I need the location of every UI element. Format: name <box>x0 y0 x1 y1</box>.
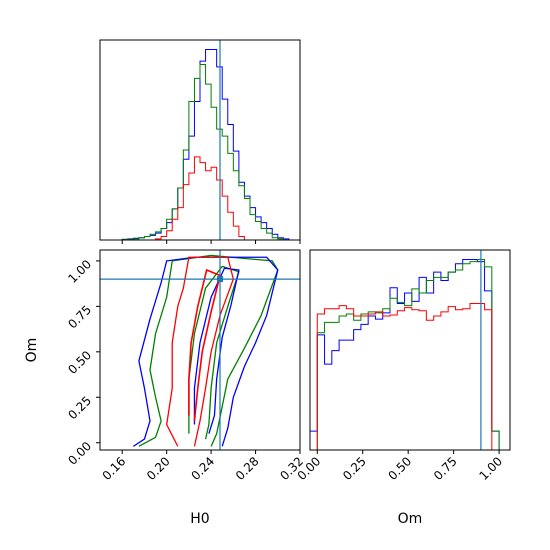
hist-right-red <box>310 302 507 450</box>
tick-label-Om-y-4: 1.00 <box>65 257 94 286</box>
tick-label-Om-x-4: 1.00 <box>476 454 505 483</box>
tick-label-Om-x-3: 0.75 <box>431 454 460 483</box>
hist-top-red <box>100 156 300 240</box>
tick-label-Om-x-2: 0.50 <box>386 454 415 483</box>
right-histograms <box>310 259 507 450</box>
contour-blue-inner-3 <box>193 267 240 434</box>
contour-blue-outer-1 <box>132 256 279 447</box>
ylabel-Om: Om <box>24 338 40 363</box>
contour-green-outer-0 <box>138 254 279 447</box>
contour-red-inner-5 <box>188 268 221 421</box>
panel-frame-joint <box>99 249 301 451</box>
contour-red-outer-4 <box>165 256 235 447</box>
hist-right-blue <box>310 259 507 450</box>
panel-frame-right <box>309 249 511 451</box>
xlabel-Om: Om <box>398 511 423 527</box>
joint-contours <box>132 254 279 447</box>
tick-label-H0-2: 0.24 <box>188 454 217 483</box>
truth-marker <box>217 276 223 283</box>
hist-top-green <box>100 64 300 240</box>
panel-frame-top <box>99 39 301 241</box>
tick-label-H0-3: 0.28 <box>233 454 262 483</box>
tick-label-Om-x-1: 0.25 <box>340 454 369 483</box>
tick-label-H0-1: 0.20 <box>144 454 173 483</box>
tick-label-Om-y-0: 0.00 <box>65 439 94 468</box>
tick-label-Om-y-1: 0.25 <box>65 393 94 422</box>
tick-label-Om-y-2: 0.50 <box>65 348 94 377</box>
hist-right-green <box>310 259 507 450</box>
tick-label-H0-0: 0.16 <box>100 454 129 483</box>
tick-label-Om-y-3: 0.75 <box>65 303 94 332</box>
top-histograms <box>100 49 300 240</box>
xlabel-H0: H0 <box>190 511 209 527</box>
